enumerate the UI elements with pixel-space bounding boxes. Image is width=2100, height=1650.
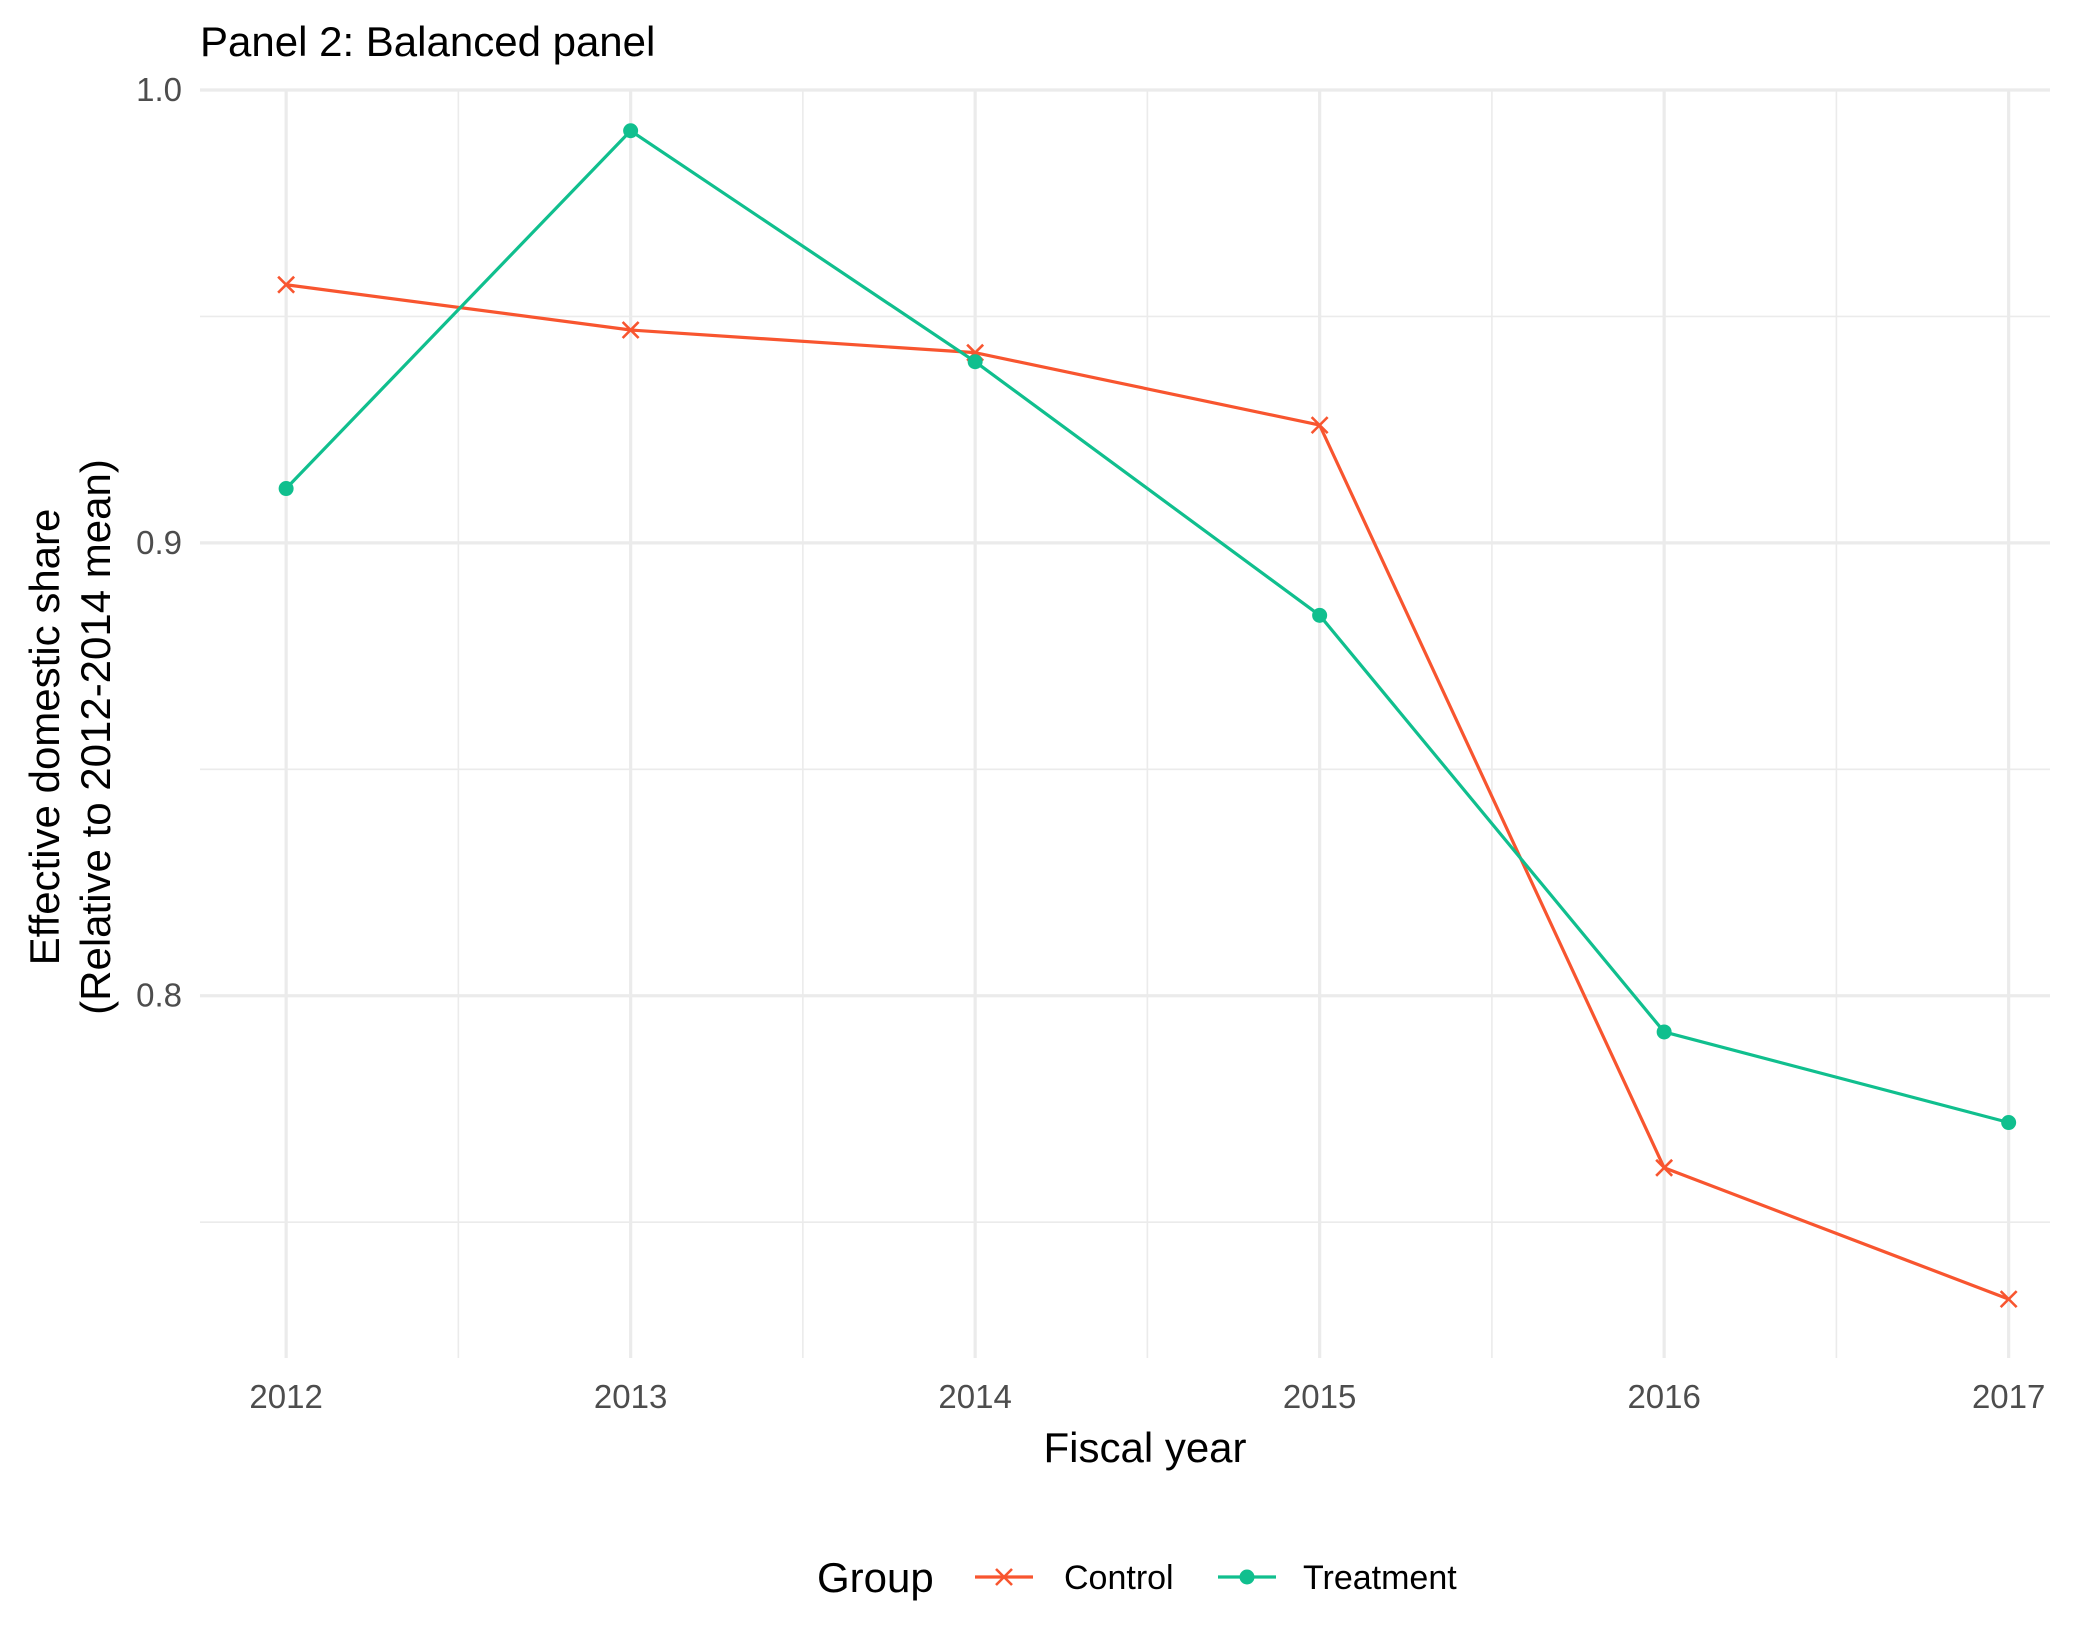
x-tick-label: 2015 xyxy=(1283,1378,1356,1415)
data-point-control xyxy=(277,275,296,294)
legend-key-control xyxy=(975,1568,1033,1586)
legend-marker-control xyxy=(995,1568,1013,1586)
x-axis-title: Fiscal year xyxy=(1043,1424,1246,1471)
x-tick-label: 2016 xyxy=(1627,1378,1700,1415)
y-axis-title-group: Effective domestic share (Relative to 20… xyxy=(21,459,119,1015)
x-axis-ticks: 2012 2013 2014 2015 2016 2017 xyxy=(249,1378,2045,1415)
x-tick-label: 2017 xyxy=(1972,1378,2045,1415)
series-layer xyxy=(277,123,2018,1309)
data-point-control xyxy=(1999,1290,2018,1309)
legend-label-treatment: Treatment xyxy=(1303,1559,1457,1597)
y-tick-label: 0.8 xyxy=(136,977,182,1014)
x-tick-label: 2012 xyxy=(249,1378,322,1415)
data-point-control xyxy=(1310,416,1329,435)
series-line-control xyxy=(285,283,2010,1301)
data-point-treatment xyxy=(1656,1024,1672,1040)
series-treatment xyxy=(278,123,2017,1131)
legend: Group Control Treatment xyxy=(817,1554,1457,1601)
data-point-treatment xyxy=(1312,607,1328,623)
x-tick-label: 2013 xyxy=(594,1378,667,1415)
legend-title: Group xyxy=(817,1554,934,1601)
legend-label-control: Control xyxy=(1064,1559,1174,1597)
data-point-treatment xyxy=(967,354,983,370)
data-point-treatment xyxy=(278,481,294,497)
y-tick-label: 0.9 xyxy=(136,524,182,561)
y-tick-label: 1.0 xyxy=(136,71,182,108)
y-axis-ticks: 0.8 0.9 1.0 xyxy=(136,71,182,1014)
legend-key-treatment xyxy=(1218,1569,1276,1585)
data-point-treatment xyxy=(2001,1115,2017,1131)
data-point-treatment xyxy=(623,123,639,139)
data-point-control xyxy=(621,321,640,339)
chart-title: Panel 2: Balanced panel xyxy=(200,18,655,65)
grid-layer xyxy=(200,88,2050,1358)
y-axis-title-line1: Effective domestic share xyxy=(21,509,68,966)
series-line-treatment xyxy=(284,129,2010,1125)
x-tick-label: 2014 xyxy=(938,1378,1011,1415)
y-axis-title-line2: (Relative to 2012-2014 mean) xyxy=(72,459,119,1015)
data-point-control xyxy=(1655,1158,1674,1177)
legend-marker-treatment xyxy=(1239,1569,1255,1585)
